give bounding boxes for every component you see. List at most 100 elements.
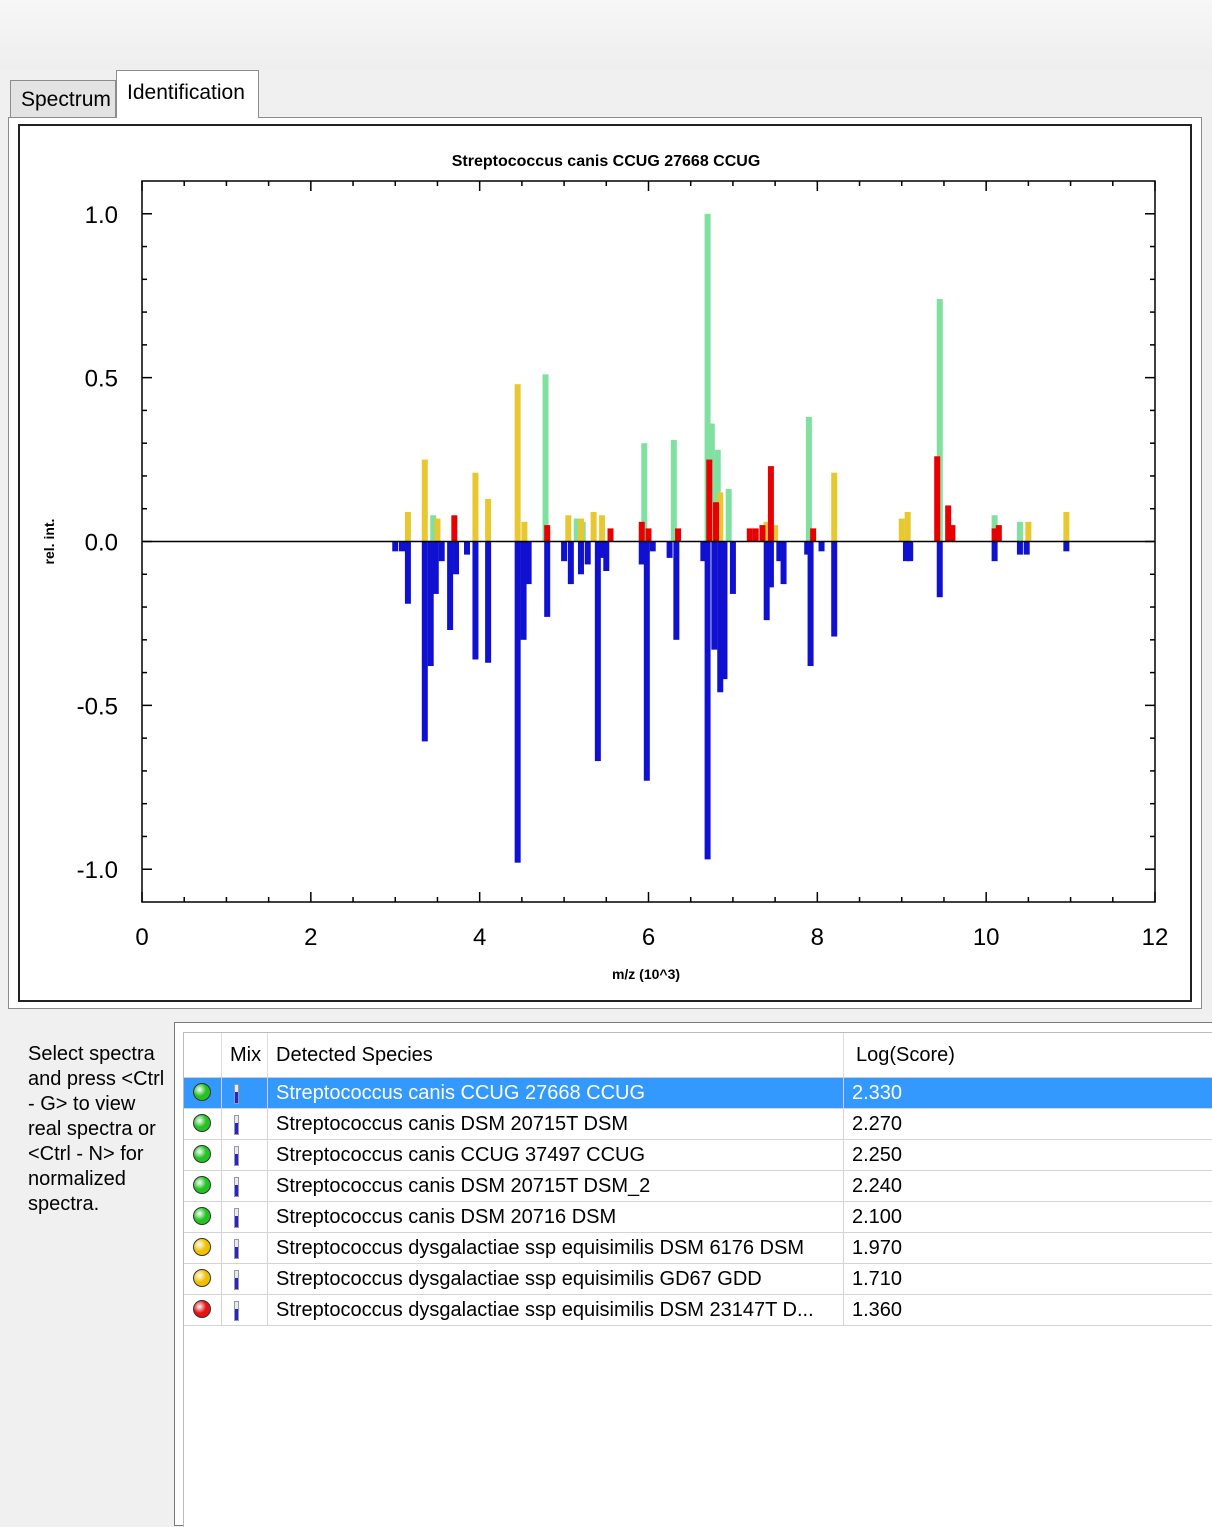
spectrum-peak-bar: [991, 541, 998, 562]
spectrum-peak-bar: [447, 541, 454, 630]
mix-bar-icon: [234, 1301, 239, 1321]
spectrum-peak-bar: [810, 528, 817, 542]
spectrum-peak-bar: [721, 541, 728, 680]
spectrum-peak-bar: [590, 512, 597, 542]
spectrum-peak-bar: [1063, 541, 1070, 552]
status-light-icon: [193, 1176, 211, 1194]
table-row[interactable]: Streptococcus canis DSM 20715T DSM_2 2.24…: [184, 1171, 1212, 1202]
table-row[interactable]: Streptococcus canis DSM 20715T DSM 2.270: [184, 1109, 1212, 1140]
tab-identification[interactable]: Identification: [116, 70, 259, 118]
spectrum-peak-bar: [706, 459, 713, 542]
spectrum-peak-bar: [804, 541, 811, 555]
spectrum-peak-bar: [704, 213, 711, 542]
table-row[interactable]: Streptococcus dysgalactiae ssp equisimil…: [184, 1233, 1212, 1264]
spectrum-peak-bar: [421, 541, 428, 742]
spectrum-peak-bar: [514, 384, 521, 542]
spectrum-peak-bar: [780, 541, 787, 585]
spectrum-peak-bar: [991, 528, 998, 542]
mix-cell: [222, 1233, 268, 1263]
top-strip: [0, 0, 1212, 70]
spectrum-peak-bar: [805, 416, 812, 542]
tab-spectrum[interactable]: Spectrum: [10, 80, 116, 118]
table-body: Streptococcus canis CCUG 27668 CCUG 2.330…: [184, 1078, 1212, 1326]
spectrum-peak-bar: [565, 515, 572, 542]
spectrum-peak-bar: [607, 528, 614, 542]
mix-cell: [222, 1202, 268, 1232]
spectrum-peak-bar: [485, 498, 492, 542]
spectrum-peak-bar: [831, 541, 838, 637]
header-score[interactable]: Log(Score): [844, 1033, 1212, 1077]
spectrum-peak-bar: [759, 525, 766, 542]
status-light-cell: [184, 1264, 222, 1294]
species-name: Streptococcus canis DSM 20716 DSM: [268, 1202, 844, 1232]
spectrum-peak-bar: [945, 505, 952, 542]
log-score: 2.270: [844, 1109, 1212, 1139]
x-tick-label: 8: [811, 924, 824, 951]
x-tick-label: 0: [135, 924, 148, 951]
species-name: Streptococcus canis DSM 20715T DSM_2: [268, 1171, 844, 1201]
spectrum-peak-bar: [995, 525, 1002, 542]
mix-cell: [222, 1078, 268, 1108]
status-light-cell: [184, 1202, 222, 1232]
x-tick-label: 2: [304, 924, 317, 951]
table-row[interactable]: Streptococcus canis DSM 20716 DSM 2.100: [184, 1202, 1212, 1233]
spectrum-peak-bar: [525, 541, 532, 585]
status-light-icon: [193, 1114, 211, 1132]
table-row[interactable]: Streptococcus dysgalactiae ssp equisimil…: [184, 1295, 1212, 1326]
mix-cell: [222, 1171, 268, 1201]
spectrum-peak-bar: [577, 518, 584, 542]
spectrum-peak-bar: [1063, 512, 1070, 542]
spectrum-peak-bar: [643, 541, 650, 781]
spectrum-peak-bar: [831, 472, 838, 542]
header-species[interactable]: Detected Species: [268, 1033, 844, 1077]
log-score: 2.330: [844, 1078, 1212, 1108]
spectrum-peak-bar: [807, 541, 814, 667]
y-tick-label: 0.0: [85, 530, 118, 557]
spectrum-peak-bar: [430, 515, 437, 542]
spectrum-peak-bar: [434, 518, 441, 542]
spectrum-peak-bar: [700, 541, 707, 562]
spectrum-peak-bar: [638, 541, 645, 565]
status-light-icon: [193, 1238, 211, 1256]
log-score: 1.360: [844, 1295, 1212, 1325]
table-row[interactable]: Streptococcus dysgalactiae ssp equisimil…: [184, 1264, 1212, 1295]
spectrum-peak-bar: [649, 541, 656, 552]
spectrum-chart-panel: Streptococcus canis CCUG 27668 CCUG rel.…: [18, 124, 1192, 1002]
species-name: Streptococcus canis CCUG 27668 CCUG: [268, 1078, 844, 1108]
status-light-icon: [193, 1207, 211, 1225]
log-score: 1.710: [844, 1264, 1212, 1294]
spectrum-peak-bar: [675, 528, 682, 542]
spectrum-peak-bar: [599, 515, 606, 542]
spectrum-peak-bar: [392, 541, 399, 552]
spectrum-peak-bar: [645, 528, 652, 542]
spectrum-peak-bar: [584, 541, 591, 565]
status-light-icon: [193, 1269, 211, 1287]
spectrum-peak-bar: [1016, 541, 1023, 555]
spectrum-peak-bar: [772, 525, 779, 542]
species-name: Streptococcus canis CCUG 37497 CCUG: [268, 1140, 844, 1170]
spectrum-peak-bar: [673, 541, 680, 640]
status-light-cell: [184, 1171, 222, 1201]
spectrum-peak-bar: [603, 541, 610, 571]
x-tick-label: 6: [642, 924, 655, 951]
species-table[interactable]: Mix Detected Species Log(Score) Streptoc…: [183, 1032, 1212, 1527]
header-mix[interactable]: Mix: [222, 1033, 268, 1077]
spectrum-peak-bar: [725, 489, 732, 542]
spectrum-peak-bar: [717, 492, 724, 542]
spectrum-peak-bar: [599, 541, 606, 558]
spectrum-peak-bar: [904, 512, 911, 542]
spectrum-peak-bar: [573, 518, 580, 542]
spectrum-peak-bar: [521, 521, 528, 542]
x-tick-label: 4: [473, 924, 486, 951]
species-name: Streptococcus dysgalactiae ssp equisimil…: [268, 1233, 844, 1263]
x-axis-label: m/z (10^3): [612, 966, 680, 982]
log-score: 2.100: [844, 1202, 1212, 1232]
chart-title: Streptococcus canis CCUG 27668 CCUG: [452, 153, 761, 170]
table-row[interactable]: Streptococcus canis CCUG 37497 CCUG 2.250: [184, 1140, 1212, 1171]
spectrum-peak-bar: [907, 541, 914, 562]
spectrum-peak-bar: [514, 541, 521, 863]
spectrum-peak-bar: [421, 459, 428, 542]
spectrum-chart[interactable]: Streptococcus canis CCUG 27668 CCUG rel.…: [20, 126, 1190, 1000]
table-row[interactable]: Streptococcus canis CCUG 27668 CCUG 2.330: [184, 1078, 1212, 1109]
x-tick-label: 12: [1142, 924, 1169, 951]
